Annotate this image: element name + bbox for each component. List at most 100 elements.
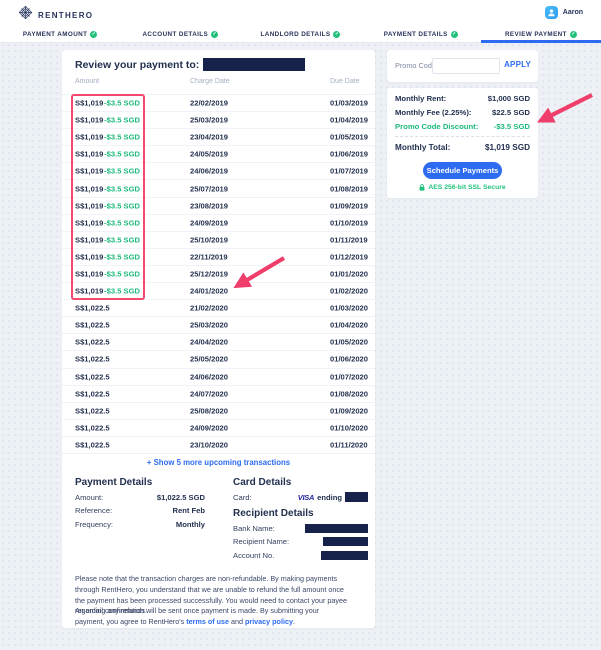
cell-amount: S$1,019 <box>75 98 104 108</box>
cell-discount: -$3.5 SGD <box>104 149 140 159</box>
cell-amount: S$1,019 <box>75 115 104 125</box>
cell-charge-date: 25/03/2020 <box>190 320 229 330</box>
show-more-transactions-link[interactable]: + Show 5 more upcoming transactions <box>146 458 291 467</box>
cell-due-date: 01/08/2019 <box>330 184 369 194</box>
cell-charge-date: 24/09/2020 <box>190 423 229 433</box>
active-step-underline <box>481 40 601 43</box>
cell-due-date: 01/04/2020 <box>330 320 369 330</box>
table-row: S$1,019 -$3.5 SGD 25/12/2019 01/01/2020 <box>62 266 375 284</box>
promo-discount-row: Promo Code Discount: -$3.5 SGD <box>395 122 530 131</box>
cell-charge-date: 24/09/2019 <box>190 218 229 228</box>
table-row: S$1,019 -$3.5 SGD 25/10/2019 01/11/2019 <box>62 232 375 249</box>
cell-amount: S$1,019 <box>75 149 104 159</box>
table-row: S$1,019 -$3.5 SGD 22/11/2019 01/12/2019 <box>62 249 375 266</box>
visa-logo: VISA <box>297 492 315 502</box>
cell-charge-date: 24/06/2020 <box>190 372 229 382</box>
reference-value: Rent Feb <box>172 506 206 515</box>
table-row: S$1,019 -$3.5 SGD 25/07/2019 01/08/2019 <box>62 180 375 198</box>
cell-due-date: 01/05/2020 <box>330 337 369 347</box>
recipient-details-heading: Recipient Details <box>233 508 314 519</box>
table-row: S$1,019 -$3.5 SGD 23/08/2019 01/09/2019 <box>62 198 375 215</box>
summary-divider <box>395 136 530 137</box>
cell-due-date: 01/02/2020 <box>330 286 369 296</box>
monthly-total-label: Monthly Total: <box>395 143 451 152</box>
table-row: S$1,022.5 24/06/2020 01/07/2020 <box>62 369 375 386</box>
cell-discount: -$3.5 SGD <box>104 166 140 176</box>
ssl-secure-note: AES 256-bit SSL Secure <box>387 184 538 191</box>
card-details-heading: Card Details <box>233 477 292 488</box>
table-header: Amount Charge Date Due Date <box>62 78 375 94</box>
cell-due-date: 01/10/2019 <box>330 218 369 228</box>
person-icon <box>547 9 555 17</box>
cell-amount: S$1,022.5 <box>75 320 110 330</box>
top-bar: RENTHERO Aaron <box>0 0 601 26</box>
cell-charge-date: 22/11/2019 <box>190 252 228 262</box>
cell-charge-date: 21/02/2020 <box>190 303 229 313</box>
step-label: ACCOUNT DETAILS <box>142 30 209 38</box>
terms-of-use-link[interactable]: terms of use <box>186 616 229 626</box>
cell-amount: S$1,019 <box>75 201 104 211</box>
step-item[interactable]: PAYMENT DETAILS ✓ <box>361 26 481 42</box>
cell-charge-date: 25/03/2019 <box>190 115 229 125</box>
frequency-value: Monthly <box>175 520 205 529</box>
cell-amount: S$1,022.5 <box>75 423 110 433</box>
apply-promo-button[interactable]: APPLY <box>504 60 531 69</box>
cell-charge-date: 25/07/2019 <box>190 184 229 194</box>
logo[interactable]: RENTHERO <box>18 5 93 25</box>
refund-disclaimer-text: Please note that the transaction charges… <box>75 574 347 616</box>
cell-due-date: 01/12/2019 <box>330 252 369 262</box>
cell-charge-date: 24/05/2019 <box>190 149 229 159</box>
cell-charge-date: 23/10/2020 <box>190 440 229 450</box>
promo-code-label: Promo Code: <box>395 61 438 70</box>
cell-due-date: 01/10/2020 <box>330 423 369 433</box>
table-row: S$1,019 -$3.5 SGD 22/02/2019 01/03/2019 <box>62 95 375 113</box>
schedule-payments-button[interactable]: Schedule Payments <box>423 162 502 179</box>
promo-code-input[interactable] <box>432 58 500 74</box>
cell-amount: S$1,022.5 <box>75 372 110 382</box>
annotation-arrow-discount <box>536 93 593 123</box>
card-row: Card: VISA ending <box>233 492 368 502</box>
cell-charge-date: 25/12/2019 <box>190 269 229 279</box>
cell-amount: S$1,022.5 <box>75 440 110 450</box>
cell-due-date: 01/03/2020 <box>330 303 369 313</box>
payment-frequency-row: Frequency: Monthly <box>75 520 205 529</box>
brand-name: RENTHERO <box>38 10 94 20</box>
table-row: S$1,019 -$3.5 SGD 24/09/2019 01/10/2019 <box>62 215 375 232</box>
cell-due-date: 01/07/2019 <box>330 166 369 176</box>
ssl-secure-text: AES 256-bit SSL Secure <box>428 184 506 191</box>
step-item[interactable]: LANDLORD DETAILS ✓ <box>240 26 360 42</box>
cell-charge-date: 23/08/2019 <box>190 201 229 211</box>
cell-due-date: 01/11/2019 <box>330 235 368 245</box>
frequency-label: Frequency: <box>75 520 113 529</box>
table-row: S$1,022.5 24/09/2020 01/10/2020 <box>62 420 375 437</box>
cell-amount: S$1,022.5 <box>75 303 110 313</box>
column-header-amount: Amount <box>75 78 100 85</box>
table-row: S$1,019 -$3.5 SGD 25/03/2019 01/04/2019 <box>62 112 375 130</box>
cell-discount: -$3.5 SGD <box>104 235 140 245</box>
step-item[interactable]: ACCOUNT DETAILS ✓ <box>120 26 240 42</box>
account-no-row: Account No. <box>233 551 368 560</box>
step-item[interactable]: PAYMENT AMOUNT ✓ <box>0 26 120 42</box>
step-item[interactable]: REVIEW PAYMENT ✓ <box>481 26 601 42</box>
cell-due-date: 01/11/2020 <box>330 440 368 450</box>
monthly-rent-row: Monthly Rent: $1,000 SGD <box>395 94 530 103</box>
monthly-fee-label: Monthly Fee (2.25%): <box>395 108 472 117</box>
account-no-redacted <box>321 551 368 560</box>
privacy-policy-link[interactable]: privacy policy <box>245 616 293 626</box>
table-row: S$1,019 -$3.5 SGD 24/06/2019 01/07/2019 <box>62 163 375 181</box>
transactions-table: S$1,019 -$3.5 SGD 22/02/2019 01/03/2019 … <box>62 94 375 454</box>
monthly-fee-row: Monthly Fee (2.25%): $22.5 SGD <box>395 108 530 117</box>
email-confirmation-prefix: An email confirmation will be sent once … <box>75 606 320 626</box>
monthly-total-value: $1,019 SGD <box>484 143 530 152</box>
step-label: PAYMENT DETAILS <box>383 30 448 38</box>
step-complete-check-icon: ✓ <box>90 30 98 38</box>
and-text: and <box>231 616 243 626</box>
avatar <box>544 6 558 19</box>
user-menu[interactable]: Aaron <box>544 6 583 19</box>
period: . <box>292 616 295 626</box>
column-header-due-date: Due Date <box>330 78 360 85</box>
cell-discount: -$3.5 SGD <box>104 269 140 279</box>
cell-due-date: 01/03/2019 <box>330 98 369 108</box>
cell-discount: -$3.5 SGD <box>104 286 140 296</box>
